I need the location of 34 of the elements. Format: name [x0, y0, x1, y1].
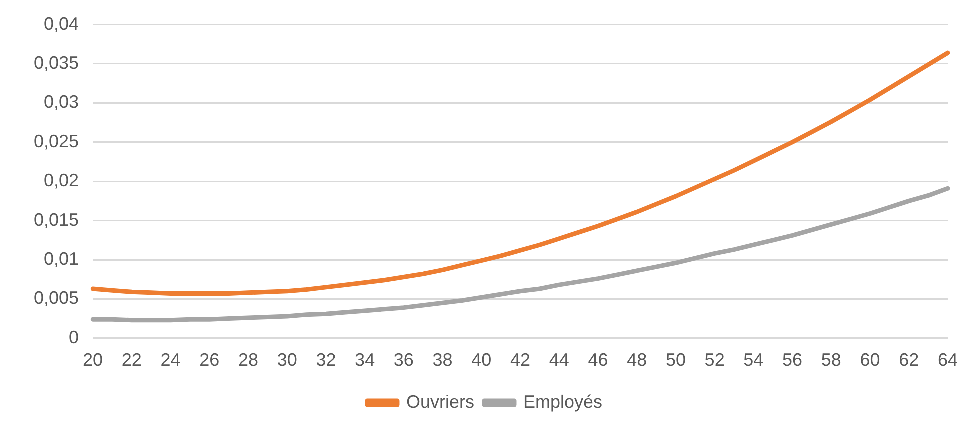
x-tick-label: 24 [160, 350, 181, 370]
y-tick-label: 0,005 [34, 288, 80, 308]
x-tick-label: 26 [200, 350, 220, 370]
y-tick-label: 0 [69, 327, 80, 348]
y-tick-label: 0,01 [44, 248, 80, 269]
x-tick-label: 52 [704, 350, 725, 370]
x-tick-label: 34 [355, 350, 376, 370]
x-tick-label: 54 [744, 350, 764, 370]
x-tick-label: 62 [899, 350, 920, 370]
x-tick-label: 32 [316, 350, 336, 370]
x-tick-label: 64 [938, 350, 958, 370]
x-tick-label: 46 [588, 350, 608, 370]
y-tick-label: 0,04 [44, 14, 80, 34]
x-tick-label: 60 [860, 350, 880, 370]
x-tick-label: 44 [549, 350, 570, 370]
y-tick-label: 0,035 [34, 52, 80, 73]
legend-label: Employés [523, 392, 603, 412]
x-tick-label: 28 [238, 350, 259, 370]
legend-label: Ouvriers [406, 392, 474, 412]
x-tick-label: 20 [83, 350, 104, 370]
x-tick-label: 48 [627, 350, 648, 370]
y-tick-label: 0,025 [34, 131, 80, 152]
x-tick-label: 30 [277, 350, 298, 370]
x-tick-label: 22 [122, 350, 142, 370]
x-tick-label: 36 [394, 350, 414, 370]
x-tick-label: 40 [472, 350, 492, 370]
x-tick-label: 50 [666, 350, 686, 370]
y-tick-label: 0,015 [34, 210, 80, 230]
x-tick-label: 38 [432, 350, 453, 370]
x-tick-label: 58 [821, 350, 842, 370]
y-tick-label: 0,03 [44, 92, 80, 112]
y-tick-label: 0,02 [44, 170, 80, 191]
x-tick-label: 42 [510, 350, 531, 370]
x-tick-label: 56 [782, 350, 803, 370]
